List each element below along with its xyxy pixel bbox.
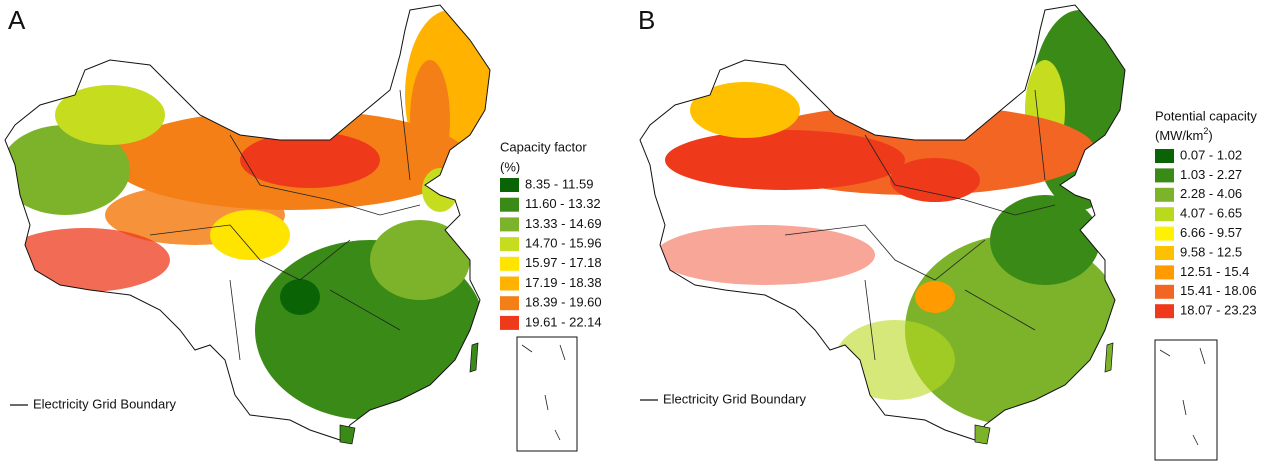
unit-text: (MW/km bbox=[1155, 128, 1203, 143]
panel-label: A bbox=[8, 5, 26, 35]
legend-title: Potential capacity bbox=[1155, 108, 1257, 123]
legend-title: Capacity factor bbox=[500, 139, 587, 154]
legend-swatch bbox=[1155, 207, 1174, 222]
legend-swatch bbox=[500, 315, 519, 330]
legend-label: 19.61 - 22.14 bbox=[525, 314, 602, 329]
legend-swatch bbox=[500, 256, 519, 271]
legend-label: 12.51 - 15.4 bbox=[1180, 264, 1249, 279]
panel-label: B bbox=[638, 5, 655, 35]
legend-swatch bbox=[500, 296, 519, 311]
legend-swatch bbox=[1155, 226, 1174, 241]
legend-label: 2.28 - 4.06 bbox=[1180, 186, 1242, 201]
legend-label: 11.60 - 13.32 bbox=[525, 196, 601, 211]
legend-swatch bbox=[500, 217, 519, 232]
legend-label: 13.33 - 14.69 bbox=[525, 216, 602, 231]
inset-box bbox=[516, 336, 578, 452]
legend-label: 6.66 - 9.57 bbox=[1180, 225, 1242, 240]
inset-box bbox=[1154, 339, 1218, 461]
legend-swatch bbox=[500, 197, 519, 212]
legend-swatch bbox=[1155, 168, 1174, 183]
legend-label: 9.58 - 12.5 bbox=[1180, 244, 1242, 259]
legend-label: 14.70 - 15.96 bbox=[525, 236, 602, 251]
legend-swatch bbox=[1155, 246, 1174, 260]
legend-label: 15.97 - 17.18 bbox=[525, 255, 602, 270]
grid-boundary-label: Electricity Grid Boundary bbox=[33, 396, 177, 411]
legend-label: 0.07 - 1.02 bbox=[1180, 147, 1242, 162]
legend-swatch bbox=[1155, 304, 1174, 319]
legend-swatch bbox=[1155, 265, 1174, 280]
legend-unit: (%) bbox=[500, 159, 520, 174]
legend-label: 4.07 - 6.65 bbox=[1180, 206, 1242, 221]
legend-label: 1.03 - 2.27 bbox=[1180, 167, 1242, 182]
legend-swatch bbox=[1155, 149, 1174, 163]
legend-swatch bbox=[500, 276, 519, 291]
legend-label: 18.07 - 23.23 bbox=[1180, 303, 1257, 318]
legend-label: 15.41 - 18.06 bbox=[1180, 283, 1257, 298]
legend-label: 17.19 - 18.38 bbox=[525, 275, 602, 290]
legend-label: 18.39 - 19.60 bbox=[525, 295, 602, 310]
unit-superscript: 2 bbox=[1203, 126, 1208, 136]
legend-swatch bbox=[1155, 284, 1174, 299]
grid-boundary-label: Electricity Grid Boundary bbox=[663, 391, 807, 406]
legend-swatch bbox=[1155, 187, 1174, 202]
legend-swatch bbox=[500, 178, 519, 192]
legend-label: 8.35 - 11.59 bbox=[525, 176, 593, 191]
legend-unit: (MW/km2) bbox=[1155, 126, 1213, 143]
map-a: Electricity Grid Boundary A Capacity fac… bbox=[4, 4, 587, 452]
legend-swatch bbox=[500, 237, 519, 252]
unit-text: ) bbox=[1208, 128, 1212, 143]
